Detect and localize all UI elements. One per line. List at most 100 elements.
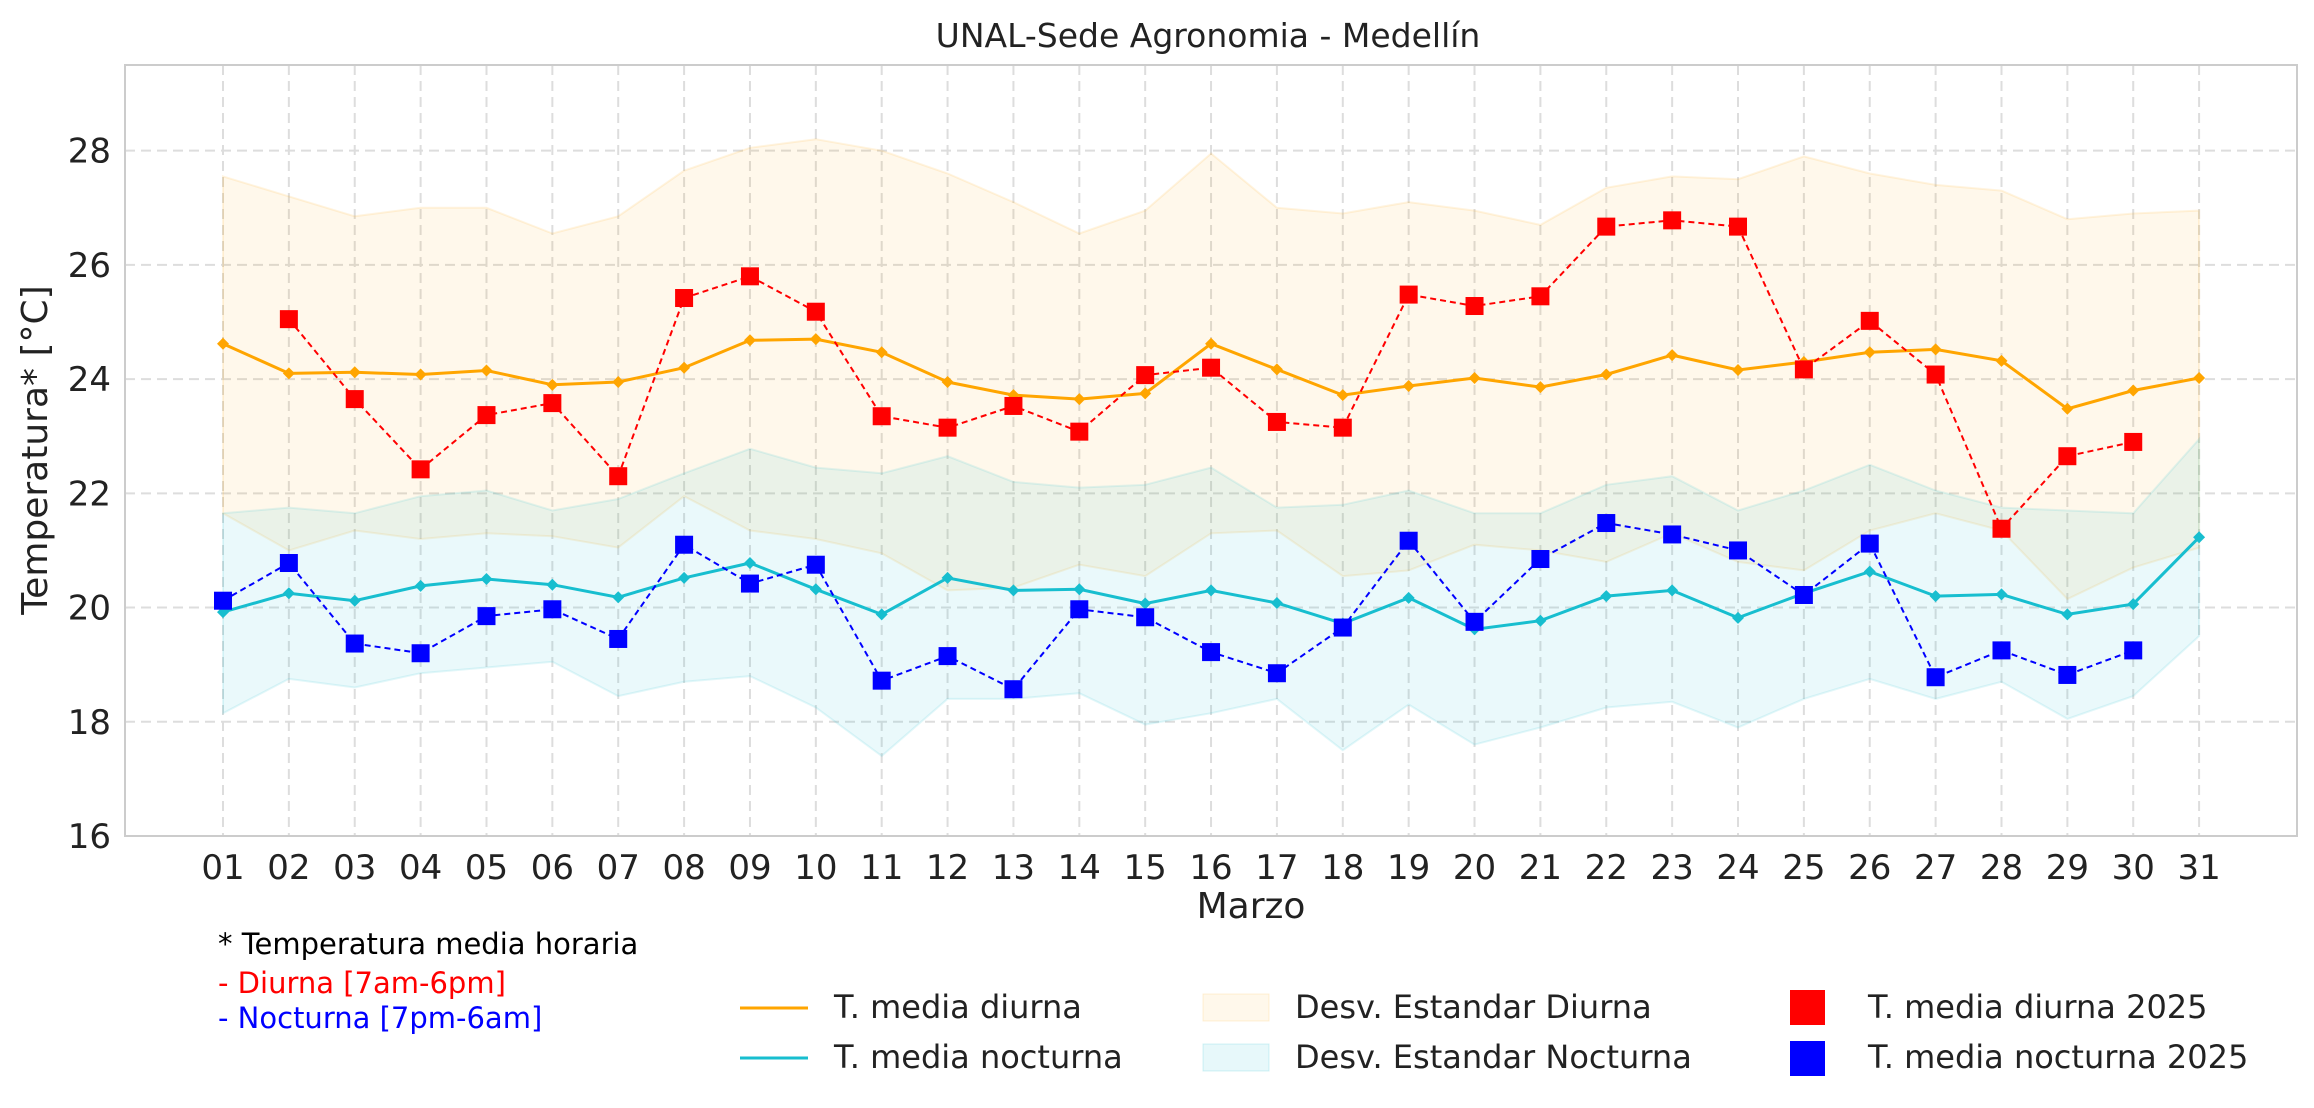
- point-marker: [1336, 389, 1349, 402]
- y-tick-label: 16: [68, 817, 111, 857]
- y-axis-label: Temperatura* [°C]: [15, 285, 56, 615]
- x-tick-label: 07: [597, 848, 640, 888]
- square-marker: [1663, 525, 1682, 544]
- x-tick-label: 20: [1453, 848, 1496, 888]
- square-marker: [1465, 297, 1484, 316]
- point-marker: [1600, 368, 1613, 381]
- x-tick-label: 10: [794, 848, 837, 888]
- point-marker: [546, 578, 559, 591]
- square-marker: [2124, 432, 2143, 451]
- point-marker: [2061, 608, 2074, 621]
- legend-label-diurna-2025: T. media diurna 2025: [1867, 988, 2208, 1026]
- point-marker: [414, 368, 427, 381]
- point-marker: [282, 587, 295, 600]
- square-marker: [1333, 418, 1352, 437]
- y-tick-label: 28: [68, 132, 111, 172]
- point-marker: [1600, 590, 1613, 603]
- x-axis-label: Marzo: [1197, 886, 1306, 927]
- x-axis-ticks: 01 02 03 04 05 06 07 08 09 10 11 12 13 14 15 16 17 18 19 20…: [201, 848, 2220, 888]
- square-marker: [1136, 366, 1155, 385]
- point-marker: [1534, 381, 1547, 394]
- square-marker: [2058, 447, 2077, 466]
- x-tick-label: 18: [1321, 848, 1364, 888]
- square-marker: [411, 644, 430, 663]
- point-marker: [1468, 371, 1481, 384]
- point-marker: [1270, 596, 1283, 609]
- square-marker: [740, 574, 759, 593]
- x-tick-label: 09: [728, 848, 771, 888]
- x-tick-label: 26: [1848, 848, 1891, 888]
- chart-title: UNAL-Sede Agronomia - Medellín: [936, 16, 1481, 55]
- point-marker: [348, 366, 361, 379]
- x-tick-label: 12: [926, 848, 969, 888]
- x-tick-label: 21: [1519, 848, 1562, 888]
- point-marker: [1139, 597, 1152, 610]
- square-marker: [872, 671, 891, 690]
- point-marker: [875, 608, 888, 621]
- point-marker: [1205, 337, 1218, 350]
- point-marker: [809, 583, 822, 596]
- footnote-line-2: - Diurna [7am-6pm]: [218, 966, 506, 1000]
- square-marker: [1004, 680, 1023, 699]
- point-marker: [217, 337, 229, 350]
- square-marker: [1202, 358, 1221, 377]
- x-tick-label: 31: [2177, 848, 2220, 888]
- square-marker: [938, 647, 957, 666]
- plot-frame: [124, 64, 2298, 837]
- point-marker: [348, 594, 361, 607]
- x-tick-label: 08: [662, 848, 705, 888]
- point-marker: [1007, 584, 1020, 597]
- square-marker: [279, 554, 298, 573]
- point-marker: [941, 375, 954, 388]
- square-marker: [411, 460, 430, 479]
- legend-swatch-std-nocturna: [1202, 1043, 1270, 1072]
- x-tick-label: 04: [399, 848, 442, 888]
- band-std-nocturna: [222, 436, 2201, 758]
- square-marker: [872, 407, 891, 426]
- point-marker: [1929, 343, 1942, 356]
- point-marker: [2193, 531, 2206, 544]
- point-marker: [414, 579, 427, 592]
- x-tick-label: 30: [2112, 848, 2155, 888]
- point-marker: [743, 557, 756, 570]
- point-marker: [546, 378, 559, 391]
- square-marker: [806, 302, 825, 321]
- square-marker: [938, 418, 957, 437]
- square-marker: [1926, 365, 1945, 384]
- point-marker: [1863, 346, 1876, 359]
- square-marker: [1794, 360, 1813, 379]
- square-marker: [609, 467, 628, 486]
- square-marker: [1267, 664, 1286, 683]
- point-marker: [678, 571, 691, 584]
- x-tick-label: 01: [201, 848, 244, 888]
- square-marker: [1992, 519, 2011, 538]
- square-marker: [543, 600, 562, 619]
- point-marker: [1205, 584, 1218, 597]
- point-marker: [282, 367, 295, 380]
- line-nocturna-2025: [222, 521, 2134, 691]
- point-marker: [1995, 354, 2008, 367]
- point-marker: [2127, 598, 2140, 611]
- std-bands: [222, 138, 2201, 758]
- y-tick-label: 22: [68, 474, 111, 514]
- line-diurna-2025: [288, 219, 2134, 531]
- point-marker: [1139, 387, 1152, 400]
- square-marker: [1794, 585, 1813, 604]
- y-tick-label: 26: [68, 246, 111, 286]
- square-marker: [1202, 643, 1221, 662]
- x-tick-label: 15: [1124, 848, 1167, 888]
- point-marker: [1666, 584, 1679, 597]
- square-marker: [609, 629, 628, 648]
- legend-swatch-nocturna-2025: [1790, 1041, 1825, 1076]
- point-marker: [480, 573, 493, 585]
- square-marker: [806, 555, 825, 574]
- square-marker: [1333, 618, 1352, 637]
- point-marker: [1863, 565, 1876, 578]
- square-marker: [1663, 211, 1682, 230]
- x-tick-label: 27: [1914, 848, 1957, 888]
- legend-swatch-diurna-2025: [1790, 990, 1825, 1025]
- square-marker: [1860, 311, 1879, 330]
- square-marker: [1399, 285, 1418, 304]
